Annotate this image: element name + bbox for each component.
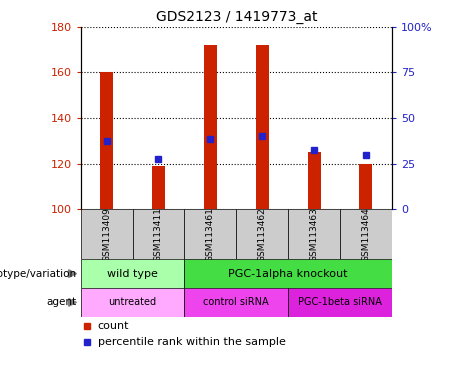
Title: GDS2123 / 1419773_at: GDS2123 / 1419773_at bbox=[155, 10, 317, 25]
Text: wild type: wild type bbox=[107, 268, 158, 279]
Text: GSM113462: GSM113462 bbox=[258, 207, 267, 262]
Bar bbox=[307, 152, 320, 209]
Bar bbox=[133, 209, 184, 259]
Bar bbox=[81, 288, 184, 317]
Bar bbox=[184, 259, 392, 288]
Bar bbox=[340, 209, 392, 259]
Text: GSM113464: GSM113464 bbox=[361, 207, 371, 262]
Bar bbox=[236, 209, 288, 259]
Text: GSM113461: GSM113461 bbox=[206, 207, 215, 262]
Bar bbox=[184, 209, 236, 259]
Text: genotype/variation: genotype/variation bbox=[0, 268, 76, 279]
Bar bbox=[256, 45, 269, 209]
Text: untreated: untreated bbox=[108, 297, 157, 308]
Text: control siRNA: control siRNA bbox=[203, 297, 269, 308]
Bar bbox=[81, 259, 184, 288]
Bar bbox=[288, 209, 340, 259]
Bar bbox=[360, 164, 372, 209]
Bar bbox=[81, 209, 133, 259]
Bar bbox=[152, 166, 165, 209]
Bar bbox=[288, 288, 392, 317]
Text: agent: agent bbox=[46, 297, 76, 308]
Bar bbox=[184, 288, 288, 317]
Bar bbox=[100, 73, 113, 209]
Text: GSM113463: GSM113463 bbox=[309, 207, 319, 262]
Text: GSM113409: GSM113409 bbox=[102, 207, 111, 262]
Text: count: count bbox=[98, 321, 129, 331]
Text: percentile rank within the sample: percentile rank within the sample bbox=[98, 337, 286, 347]
Text: PGC-1beta siRNA: PGC-1beta siRNA bbox=[298, 297, 382, 308]
Bar bbox=[204, 45, 217, 209]
Text: GSM113411: GSM113411 bbox=[154, 207, 163, 262]
Text: PGC-1alpha knockout: PGC-1alpha knockout bbox=[228, 268, 348, 279]
